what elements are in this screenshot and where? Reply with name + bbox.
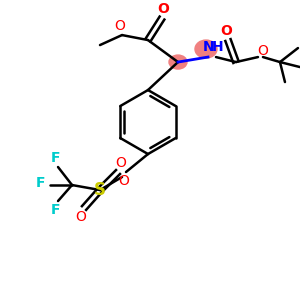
Text: O: O <box>157 2 169 16</box>
Text: O: O <box>115 19 125 33</box>
Text: F: F <box>50 151 60 165</box>
Text: O: O <box>76 210 86 224</box>
Text: F: F <box>35 176 45 190</box>
Text: O: O <box>220 24 232 38</box>
Text: H: H <box>212 40 224 54</box>
Ellipse shape <box>195 40 217 58</box>
Text: N: N <box>203 40 215 54</box>
Text: O: O <box>116 156 126 170</box>
Ellipse shape <box>169 55 187 69</box>
Text: O: O <box>118 174 129 188</box>
Text: O: O <box>257 44 268 58</box>
Text: S: S <box>94 181 106 199</box>
Text: F: F <box>50 203 60 217</box>
